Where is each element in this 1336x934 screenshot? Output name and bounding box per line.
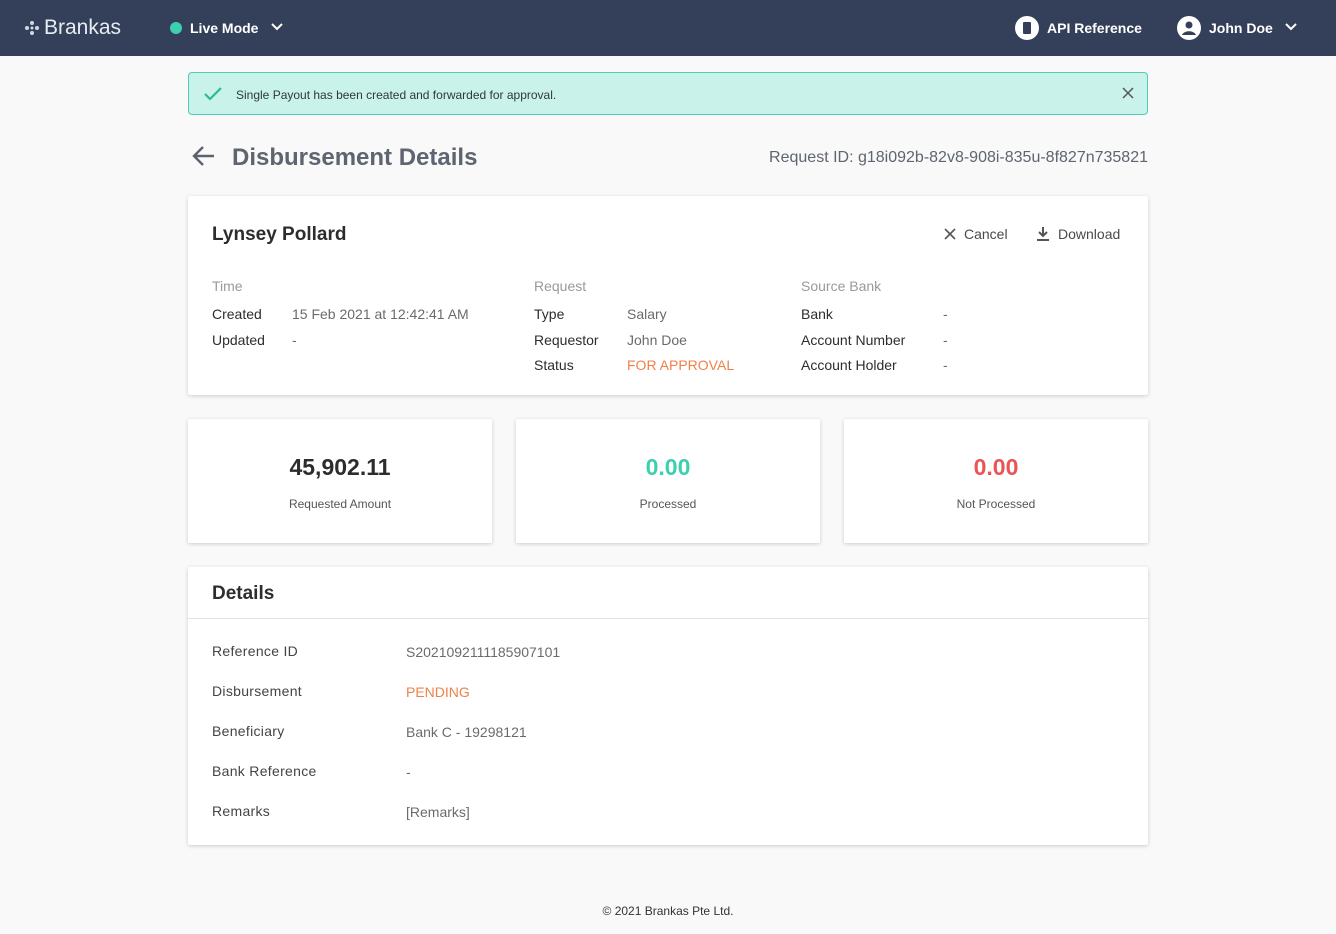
divider bbox=[188, 618, 1148, 619]
summary-card: Lynsey Pollard Cancel Download Time Creat… bbox=[188, 196, 1148, 395]
back-arrow[interactable] bbox=[192, 145, 216, 167]
stat-amount: 0.00 bbox=[973, 454, 1019, 480]
detail-label: Remarks bbox=[212, 803, 271, 819]
field-value: - bbox=[943, 357, 948, 373]
stat-label: Not Processed bbox=[956, 497, 1036, 511]
details-title: Details bbox=[212, 583, 275, 604]
cancel-icon[interactable] bbox=[944, 228, 956, 240]
detail-value: PENDING bbox=[406, 684, 470, 700]
detail-label: Beneficiary bbox=[212, 723, 285, 739]
column-heading: Time bbox=[212, 278, 243, 294]
field-label: Status bbox=[534, 357, 574, 373]
field-value: - bbox=[292, 331, 297, 348]
detail-label: Disbursement bbox=[212, 683, 302, 699]
column-heading: Source Bank bbox=[801, 278, 882, 294]
footer: © 2021 Brankas Pte Ltd. bbox=[602, 904, 734, 918]
beneficiary-name: Lynsey Pollard bbox=[212, 224, 347, 245]
user-name[interactable]: John Doe bbox=[1209, 20, 1273, 36]
stat-label: Processed bbox=[639, 497, 697, 511]
field-label: Updated bbox=[212, 331, 265, 348]
download-button[interactable]: Download bbox=[1058, 226, 1121, 242]
stat-amount: 45,902.11 bbox=[289, 454, 391, 480]
detail-label: Bank Reference bbox=[212, 763, 317, 779]
stat-card: 0.00 Not Processed bbox=[844, 419, 1148, 543]
request-id: Request ID: g18i092b-82v8-908i-835u-8f82… bbox=[769, 149, 1148, 166]
field-value: 15 Feb 2021 at 12:42:41 AM bbox=[292, 306, 469, 322]
navbar: Brankas Live Mode API Reference John Doe bbox=[0, 0, 1336, 56]
brand[interactable]: Brankas bbox=[44, 16, 122, 39]
field-label: Account Holder bbox=[801, 357, 897, 373]
mode[interactable]: Live Mode bbox=[190, 20, 259, 36]
detail-label: Reference ID bbox=[212, 643, 299, 659]
alert-close[interactable] bbox=[1122, 87, 1134, 99]
field-value: - bbox=[943, 306, 948, 322]
stat-amount: 0.00 bbox=[645, 454, 691, 480]
download-icon[interactable] bbox=[1036, 226, 1050, 242]
field-label: Account Number bbox=[801, 331, 906, 348]
alert: Single Payout has been created and forwa… bbox=[188, 72, 1148, 115]
detail-value: Bank C - 19298121 bbox=[406, 724, 527, 740]
details-card: Details Reference ID S2021092111185907101… bbox=[188, 567, 1148, 845]
detail-value: S2021092111185907101 bbox=[406, 644, 561, 660]
field-value: - bbox=[943, 331, 948, 348]
field-value: FOR APPROVAL bbox=[627, 357, 735, 373]
mode-caret[interactable] bbox=[270, 22, 284, 32]
field-label: Bank bbox=[801, 306, 833, 322]
user-caret[interactable] bbox=[1284, 22, 1298, 32]
detail-value: [Remarks] bbox=[406, 804, 470, 820]
brand-logo bbox=[25, 21, 39, 35]
stat-card: 0.00 Processed bbox=[516, 419, 820, 543]
user-icon bbox=[1177, 16, 1201, 40]
api-icon bbox=[1015, 16, 1039, 40]
field-value: Salary bbox=[627, 306, 667, 322]
alert-message: Single Payout has been created and forwa… bbox=[236, 88, 557, 102]
stat-card: 45,902.11 Requested Amount bbox=[188, 419, 492, 543]
field-label: Requestor bbox=[534, 331, 599, 348]
detail-value: - bbox=[406, 764, 411, 780]
alert-check bbox=[204, 87, 222, 101]
stat-label: Requested Amount bbox=[288, 497, 392, 511]
mode-dot bbox=[170, 22, 182, 34]
field-label: Type bbox=[534, 306, 565, 322]
column-heading: Request bbox=[534, 278, 587, 294]
api-reference[interactable]: API Reference bbox=[1047, 20, 1142, 36]
field-label: Created bbox=[212, 306, 262, 322]
cancel-button[interactable]: Cancel bbox=[964, 226, 1008, 242]
field-value: John Doe bbox=[627, 331, 687, 348]
page-title: Disbursement Details bbox=[232, 144, 478, 171]
